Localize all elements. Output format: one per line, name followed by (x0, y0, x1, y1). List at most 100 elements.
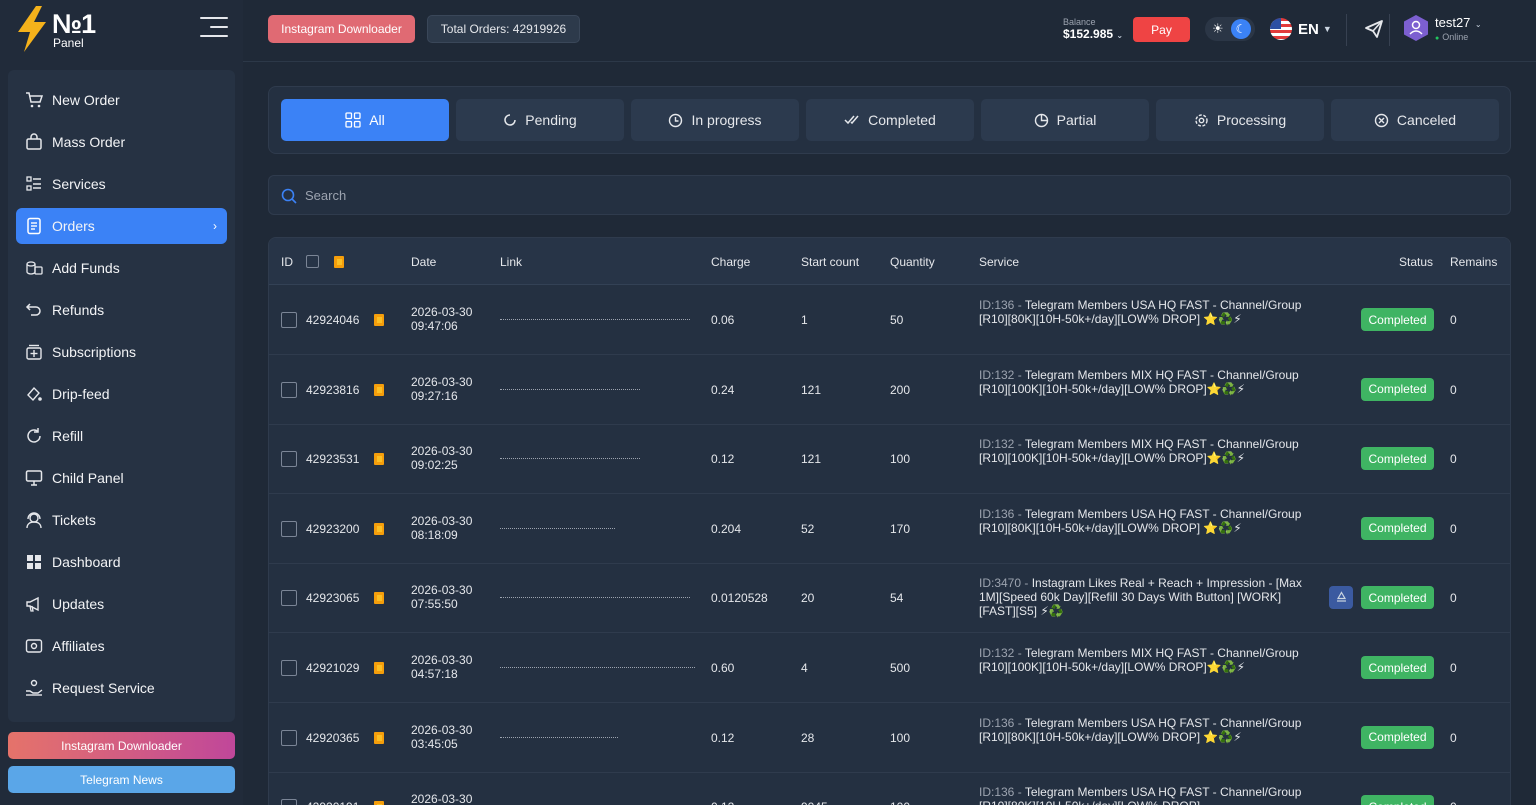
search-input[interactable] (305, 176, 1495, 214)
row-checkbox[interactable] (281, 660, 297, 676)
instagram-downloader-sidebar-button[interactable]: Instagram Downloader (8, 732, 235, 759)
copy-icon[interactable] (374, 453, 384, 466)
sidebar-item-services[interactable]: Services (16, 166, 227, 202)
row-checkbox[interactable] (281, 451, 297, 468)
copy-icon[interactable] (374, 314, 384, 326)
sidebar-item-mass-order[interactable]: Mass Order (16, 124, 227, 160)
pay-button[interactable]: Pay (1133, 17, 1190, 42)
tab-in-progress[interactable]: In progress (631, 99, 799, 141)
order-service: ID:3470 - Instagram Likes Real + Reach +… (979, 576, 1302, 619)
order-link[interactable] (500, 388, 640, 390)
telegram-news-button[interactable]: Telegram News (8, 766, 235, 793)
sidebar-item-add-funds[interactable]: Add Funds (16, 250, 227, 286)
order-link[interactable] (500, 667, 695, 668)
balance[interactable]: Balance $152.985 ⌄ (1063, 17, 1123, 41)
row-checkbox[interactable] (281, 590, 297, 607)
instagram-downloader-button[interactable]: Instagram Downloader (268, 15, 415, 43)
order-id: 42923816 (306, 382, 360, 397)
order-charge: 0.06 (711, 313, 735, 327)
order-link[interactable] (500, 736, 618, 738)
copy-icon[interactable] (374, 522, 384, 535)
order-link[interactable] (500, 458, 640, 460)
copy-all-icon[interactable] (334, 256, 344, 268)
header-status: Status (1399, 255, 1434, 269)
table-row: 42921029 2026-03-30 04:57:18 0.60 4 500 ID:132… (269, 633, 1510, 703)
order-remains: 0 (1450, 800, 1457, 805)
order-date: 2026-03-30 (411, 792, 473, 805)
monitor-icon (24, 468, 44, 488)
row-checkbox[interactable] (281, 799, 297, 805)
sidebar-item-refunds[interactable]: Refunds (16, 292, 227, 328)
sidebar-item-label: Tickets (52, 512, 96, 528)
telegram-send-icon[interactable] (1364, 19, 1384, 39)
row-checkbox[interactable] (281, 729, 297, 746)
tab-pending[interactable]: Pending (456, 99, 624, 141)
sidebar-item-refill[interactable]: Refill (16, 418, 227, 454)
refill-button[interactable] (1329, 586, 1353, 610)
copy-icon[interactable] (374, 731, 384, 744)
megaphone-icon (24, 594, 44, 614)
theme-toggle[interactable]: ☀ ☾ (1205, 17, 1255, 41)
order-link[interactable] (500, 597, 690, 599)
logo[interactable]: №1 Panel (14, 6, 114, 52)
tab-processing[interactable]: Processing (1156, 99, 1324, 141)
order-start-count: 28 (801, 730, 815, 745)
hand-icon (24, 678, 44, 698)
divider (1346, 14, 1347, 46)
status-badge: Completed (1361, 725, 1434, 749)
row-checkbox[interactable] (281, 520, 297, 537)
sidebar-item-dashboard[interactable]: Dashboard (16, 544, 227, 580)
menu-toggle-button[interactable] (200, 17, 228, 41)
moon-icon: ☾ (1231, 19, 1251, 39)
search-icon (281, 188, 297, 204)
language-selector[interactable]: EN ▼ (1270, 18, 1332, 40)
order-remains: 0 (1450, 521, 1457, 536)
order-date: 2026-03-30 09:47:06 (411, 305, 473, 333)
double-check-icon (844, 114, 860, 126)
tab-canceled[interactable]: Canceled (1331, 99, 1499, 141)
bag-icon (24, 132, 44, 152)
table-row: 42924046 2026-03-30 09:47:06 0.06 1 50 ID:136 … (269, 285, 1510, 355)
sidebar-item-label: Services (52, 176, 106, 192)
sidebar-item-subscriptions[interactable]: Subscriptions (16, 334, 227, 370)
sidebar-item-new-order[interactable]: New Order (16, 82, 227, 118)
tab-partial[interactable]: Partial (981, 99, 1149, 141)
order-charge: 0.12 (711, 452, 735, 467)
table-row: 42923200 2026-03-30 08:18:09 0.204 52 170 ID:1… (269, 494, 1510, 564)
copy-icon[interactable] (374, 801, 384, 805)
sidebar-item-updates[interactable]: Updates (16, 586, 227, 622)
order-remains: 0 (1450, 452, 1457, 467)
list-icon (24, 174, 44, 194)
user-menu[interactable]: test27 ⌄ Online (1403, 14, 1482, 42)
copy-icon[interactable] (374, 662, 384, 674)
order-date: 2026-03-30 04:57:18 (411, 653, 473, 681)
order-quantity: 170 (890, 521, 911, 536)
tab-label: Partial (1056, 112, 1097, 128)
sidebar-item-label: Drip-feed (52, 386, 110, 402)
row-checkbox[interactable] (281, 381, 297, 398)
sidebar-item-label: Mass Order (52, 134, 126, 150)
order-link[interactable] (500, 319, 690, 320)
order-id: 42924046 (306, 313, 360, 327)
tab-all[interactable]: All (281, 99, 449, 141)
pie-icon (1034, 113, 1049, 128)
cart-icon (24, 90, 44, 110)
order-remains: 0 (1450, 591, 1457, 606)
headset-icon (24, 510, 44, 530)
tab-label: Completed (868, 112, 936, 128)
sidebar-item-tickets[interactable]: Tickets (16, 502, 227, 538)
sidebar-item-child-panel[interactable]: Child Panel (16, 460, 227, 496)
order-remains: 0 (1450, 313, 1457, 327)
sidebar-item-drip-feed[interactable]: Drip-feed (16, 376, 227, 412)
copy-icon[interactable] (374, 592, 384, 605)
loading-icon (503, 113, 517, 127)
tab-completed[interactable]: Completed (806, 99, 974, 141)
order-link[interactable] (500, 527, 615, 529)
row-checkbox[interactable] (281, 312, 297, 328)
select-all-checkbox[interactable] (306, 255, 319, 268)
order-start-count: 121 (801, 452, 822, 467)
sidebar-item-affiliates[interactable]: Affiliates (16, 628, 227, 664)
copy-icon[interactable] (374, 383, 384, 396)
sidebar-item-request-service[interactable]: Request Service (16, 670, 227, 706)
sidebar-item-orders[interactable]: Orders › (16, 208, 227, 244)
